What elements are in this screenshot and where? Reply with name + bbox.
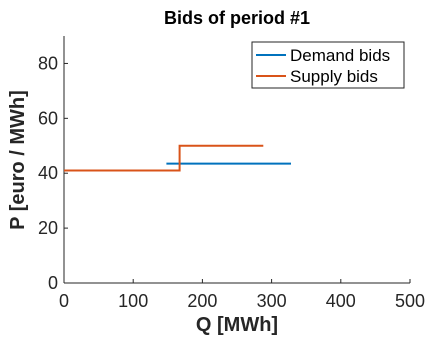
legend-entry: Demand bids xyxy=(290,46,390,65)
y-axis-ticks: 0 20 40 60 80 xyxy=(38,53,68,293)
series-lines xyxy=(64,144,291,172)
x-tick-label: 0 xyxy=(59,291,69,311)
x-axis-label: Q [MWh] xyxy=(196,314,278,336)
series-line-supply xyxy=(64,144,264,172)
y-axis-label: P [euro / MWh] xyxy=(7,90,29,230)
x-tick-label: 200 xyxy=(187,291,217,311)
x-axis-ticks: 0 100 200 300 400 500 xyxy=(59,279,425,311)
x-tick-label: 100 xyxy=(118,291,148,311)
y-tick-label: 40 xyxy=(38,163,58,183)
y-tick-label: 20 xyxy=(38,218,58,238)
legend: Demand bids Supply bids xyxy=(251,41,405,89)
chart-title: Bids of period #1 xyxy=(164,8,310,28)
x-tick-label: 400 xyxy=(326,291,356,311)
legend-entry: Supply bids xyxy=(290,67,378,86)
legend-box xyxy=(251,41,405,89)
y-tick-label: 60 xyxy=(38,108,58,128)
x-tick-label: 300 xyxy=(257,291,287,311)
x-tick-label: 500 xyxy=(395,291,425,311)
y-tick-label: 80 xyxy=(38,53,58,73)
y-tick-label: 0 xyxy=(48,273,58,293)
